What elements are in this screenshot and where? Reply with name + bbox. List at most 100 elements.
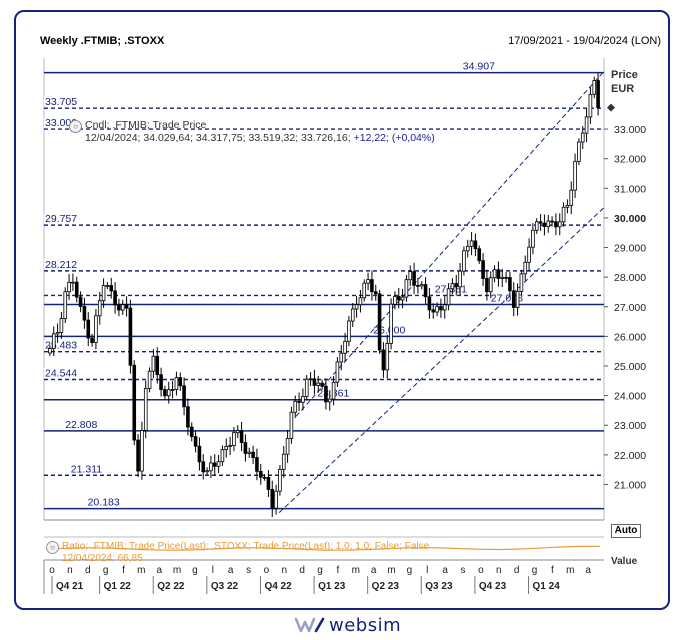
trend-channel-lower [278,207,605,513]
auto-scale-button[interactable]: Auto [611,524,641,538]
month-tick-label: m [387,565,395,576]
month-tick-label: g [192,565,198,576]
candle-body [262,476,267,479]
candle-body [350,308,355,322]
candle-body [220,449,225,463]
candle-body [458,270,462,288]
price-level-label: 29.757 [45,213,77,225]
level-label-bg [489,292,528,304]
y-tick-label: 29.000 [614,243,646,255]
websim-logo-text: websim [329,614,402,636]
month-tick-label: f [337,565,340,576]
candle-body [442,304,447,311]
candle-body [393,296,397,305]
candle-body [228,445,232,447]
quarter-label: Q4 21 [56,581,84,592]
candle-body [577,141,581,162]
level-label-bg [44,258,82,270]
candle-body [358,297,363,306]
level-label-bg [44,213,82,225]
month-tick-label: n [282,565,288,576]
candle-body [423,284,428,298]
candle-body [565,204,570,208]
candle-body [270,489,275,509]
month-tick-label: a [585,565,591,576]
candle-body [193,436,198,447]
y-tick-label: 30.000 [614,213,646,225]
candle-body [128,307,133,366]
ratio-legend-settings-icon[interactable]: ○ [46,541,59,554]
month-tick-label: f [122,565,125,576]
candle-body [289,411,294,439]
candle-body [538,221,543,224]
month-tick-label: a [442,565,448,576]
ratio-series-label: Ratio; .FTMIB; Trade Price(Last); .STOXX… [62,541,430,552]
candle-body [561,206,566,223]
y-tick-label: 21.000 [614,479,646,491]
y-tick-label: 33.000 [614,124,646,136]
legend-settings-icon[interactable]: ○ [69,120,82,133]
candle-body [427,296,432,311]
level-label-bg [44,339,82,351]
websim-logo-icon [295,617,325,633]
y-tick-label: 22.000 [614,450,646,462]
month-tick-label: o [264,565,270,576]
month-tick-label: a [371,565,377,576]
candle-body [308,378,313,381]
candle-body [51,333,56,349]
y-tick-label: 32.000 [614,154,646,166]
candle-body [435,306,439,313]
month-tick-label: g [317,565,323,576]
candle-body [182,385,186,408]
level-label-bg [44,367,82,379]
candle-body [67,281,71,293]
month-tick-label: m [173,565,181,576]
month-tick-label: m [352,565,360,576]
candle-body [113,290,117,306]
candle-body [485,278,489,293]
month-tick-label: l [212,565,214,576]
candle-body [569,189,574,206]
candle-body [94,315,98,343]
candle-body [473,240,478,250]
candle-body [465,245,470,252]
candle-body [496,269,501,279]
ratio-series-value: 12/04/2024; 66,85 [62,553,143,564]
candle-body [178,377,183,387]
candle-body [235,430,240,434]
y-tick-label: 27.000 [614,302,646,314]
price-level-label: 28.212 [45,259,77,271]
candle-body [339,352,344,363]
level-label-bg [86,496,125,508]
candle-body [74,281,79,298]
candle-body [186,406,190,428]
level-label-bg [461,60,500,72]
quarter-label: Q2 22 [157,581,185,592]
candle-body [247,451,252,454]
candle-body [584,116,589,134]
month-tick-label: o [49,565,55,576]
candle-body [412,271,416,286]
candle-body [477,248,482,262]
candle-body [63,291,68,319]
candle-body [554,221,558,228]
trend-channel-upper [295,70,605,417]
candle-body [527,246,531,263]
axis-currency: EUR [611,83,635,95]
candle-body [197,445,202,463]
candle-body [281,453,286,470]
candle-body [335,361,340,383]
candle-body [408,271,413,281]
candle-body [209,462,213,472]
quarter-label: Q2 23 [372,581,400,592]
month-tick-label: m [137,565,145,576]
candle-body [324,385,328,403]
candle-body [385,343,390,371]
candle-body [500,276,505,279]
price-level-label: 20.183 [88,497,120,509]
candle-body [124,304,129,309]
candle-body [59,318,64,333]
candle-body [546,220,551,227]
candle-body [163,389,167,397]
